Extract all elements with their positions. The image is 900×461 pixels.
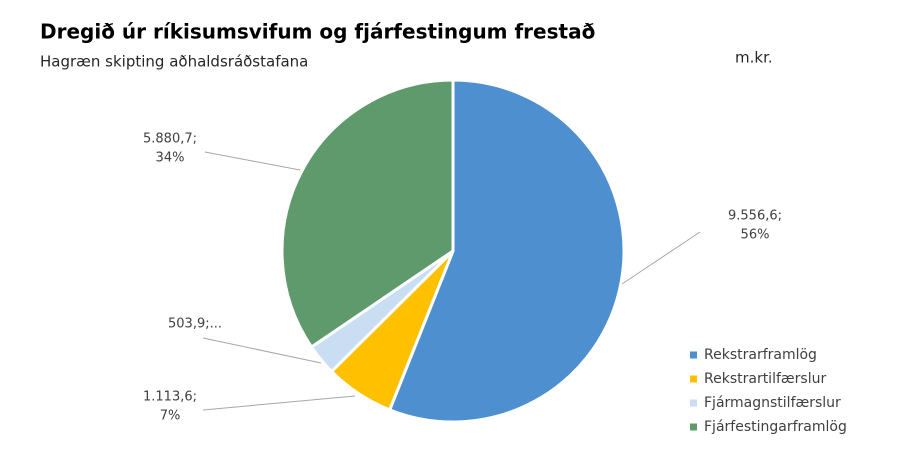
leader-line (202, 337, 322, 364)
percent-label: 34% (156, 151, 185, 166)
legend-swatch (690, 375, 697, 383)
legend-label: Fjárfestingarframlög (704, 419, 847, 435)
legend-swatch (690, 399, 697, 407)
legend-swatch (690, 351, 697, 359)
unit-label: m.kr. (735, 49, 773, 67)
data-label: 503,9;... (168, 317, 222, 332)
percent-label: 56% (741, 228, 770, 243)
chart-subtitle: Hagræn skipting aðhaldsráðstafana (40, 53, 308, 71)
pie-slice (280, 78, 455, 350)
leader-line (204, 151, 301, 171)
pie-slice (387, 78, 626, 424)
data-label: 1.113,6; (143, 390, 197, 405)
leader-line (202, 395, 356, 411)
legend-swatch (690, 423, 697, 431)
legend-label: Rekstrartilfærslur (704, 371, 826, 387)
legend-label: Fjármagnstilfærslur (704, 395, 841, 411)
chart-title: Dregið úr ríkisumsvifum og fjárfestingum… (40, 20, 595, 44)
percent-label: 7% (160, 409, 181, 424)
data-label: 9.556,6; (728, 209, 782, 224)
data-label: 5.880,7; (143, 132, 197, 147)
leader-line (621, 231, 701, 285)
legend-label: Rekstrarframlög (704, 347, 817, 363)
